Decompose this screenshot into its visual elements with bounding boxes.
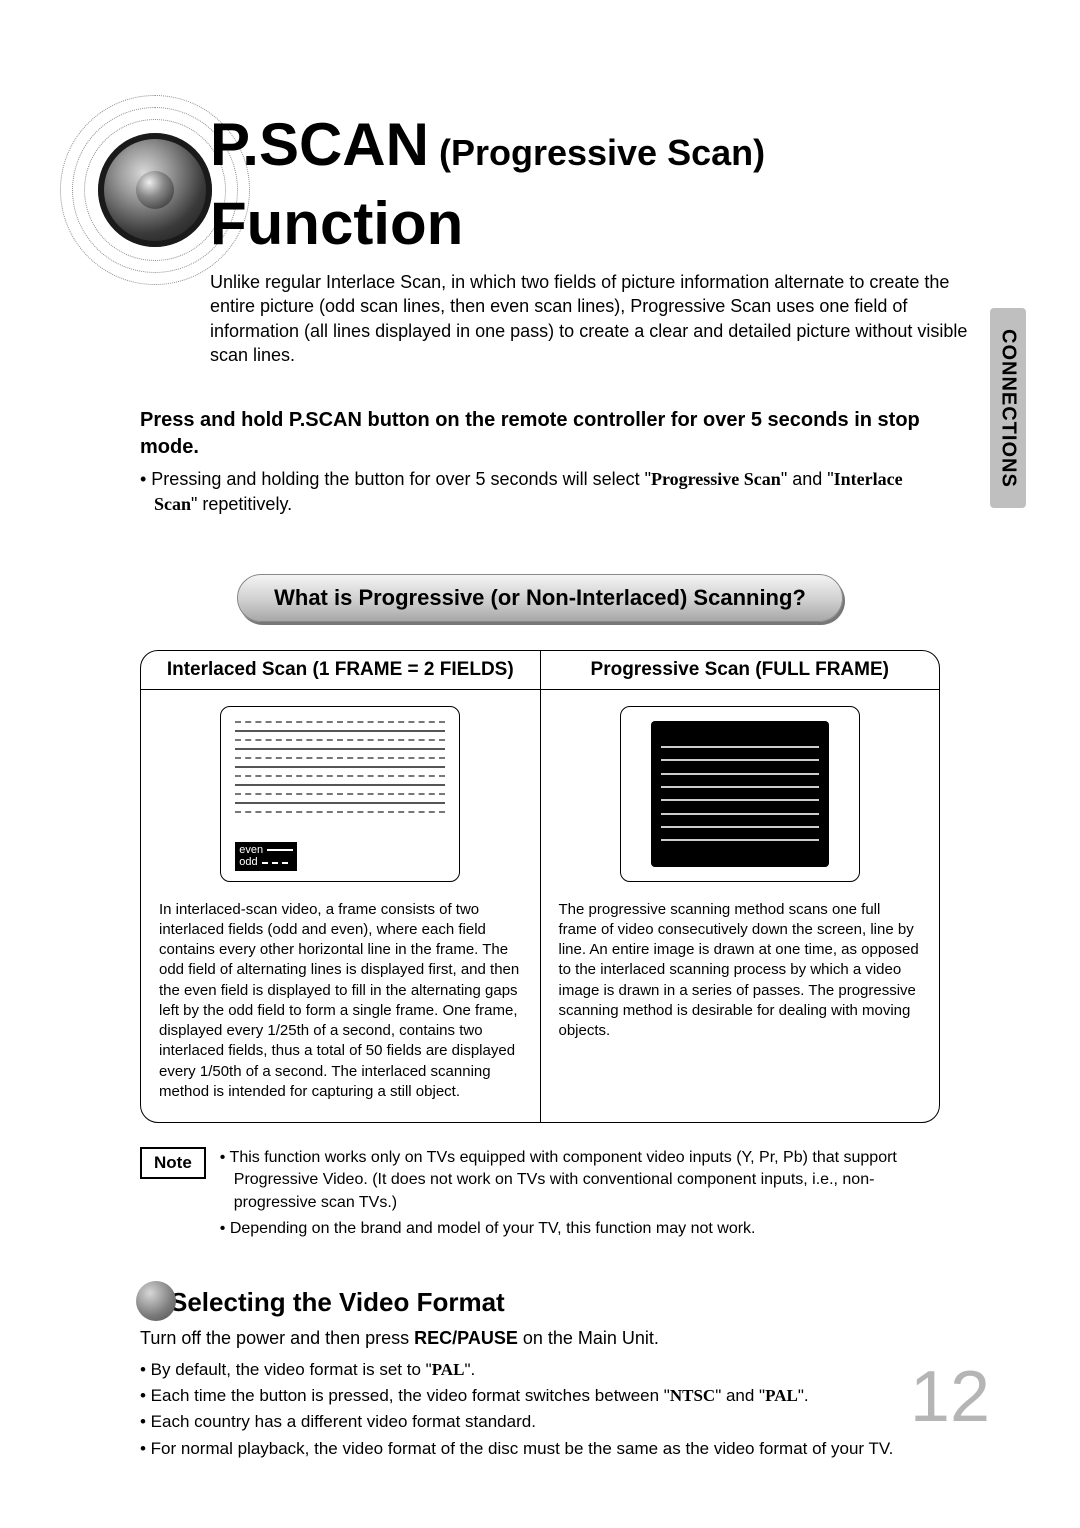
list-item: • For normal playback, the video format …	[140, 1436, 940, 1462]
compare-text-left: In interlaced-scan video, a frame consis…	[159, 900, 522, 1103]
section2-heading: Selecting the Video Format	[170, 1287, 940, 1318]
instruction-block: Press and hold P.SCAN button on the remo…	[140, 407, 940, 517]
note-list: • This function works only on TVs equipp…	[220, 1147, 940, 1245]
note-badge: Note	[140, 1147, 206, 1179]
section2-lead: Turn off the power and then press REC/PA…	[140, 1328, 940, 1349]
title-part3: Function	[210, 189, 463, 258]
compare-col-progressive: Progressive Scan (FULL FRAME) The progre…	[540, 651, 940, 1123]
instruction-sub: • Pressing and holding the button for ov…	[140, 467, 940, 517]
note-item: • Depending on the brand and model of yo…	[220, 1218, 940, 1240]
title-part2: (Progressive Scan)	[439, 132, 765, 174]
interlaced-legend: even odd	[235, 842, 297, 870]
compare-head-right: Progressive Scan (FULL FRAME)	[541, 651, 940, 690]
compare-col-interlaced: Interlaced Scan (1 FRAME = 2 FIELDS) eve…	[141, 651, 540, 1123]
interlaced-diagram: even odd	[220, 706, 460, 882]
list-item: • By default, the video format is set to…	[140, 1357, 940, 1383]
title-part1: P.SCAN	[210, 110, 429, 179]
page-number: 12	[910, 1356, 990, 1438]
intro-text: Unlike regular Interlace Scan, in which …	[210, 270, 990, 367]
pill-heading: What is Progressive (or Non-Interlaced) …	[237, 574, 843, 622]
list-item: • Each time the button is pressed, the v…	[140, 1383, 940, 1409]
list-item: • Each country has a different video for…	[140, 1409, 940, 1435]
bullet-circle-icon	[136, 1281, 176, 1321]
compare-text-right: The progressive scanning method scans on…	[559, 900, 922, 1042]
page-header: P.SCAN (Progressive Scan) Function Unlik…	[210, 110, 1010, 367]
note-block: Note • This function works only on TVs e…	[140, 1147, 940, 1245]
page-title: P.SCAN (Progressive Scan) Function	[210, 110, 1010, 258]
note-item: • This function works only on TVs equipp…	[220, 1147, 940, 1214]
compare-head-left: Interlaced Scan (1 FRAME = 2 FIELDS)	[141, 651, 540, 690]
comparison-table: Interlaced Scan (1 FRAME = 2 FIELDS) eve…	[140, 650, 940, 1124]
section-video-format: Selecting the Video Format Turn off the …	[140, 1287, 940, 1462]
instruction-bold: Press and hold P.SCAN button on the remo…	[140, 407, 940, 461]
progressive-diagram	[620, 706, 860, 882]
